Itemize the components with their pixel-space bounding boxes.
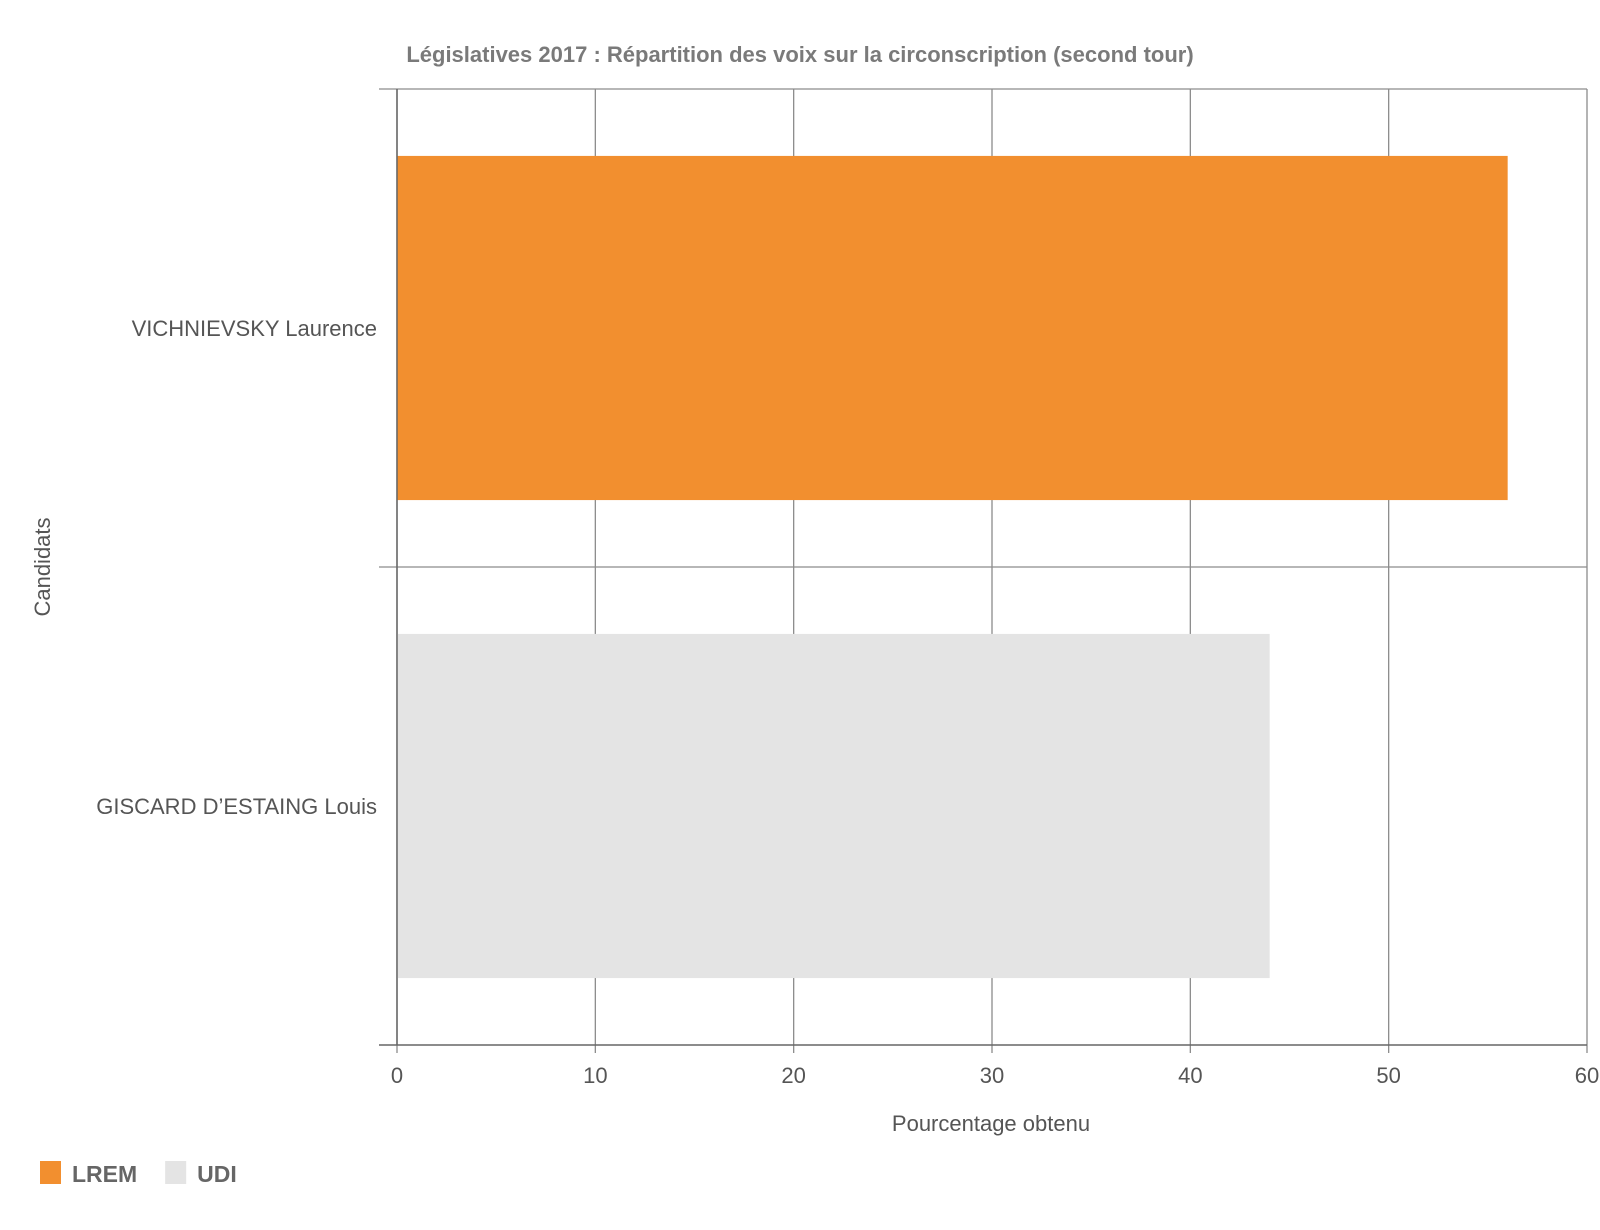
y-axis-title: Candidats	[30, 517, 55, 616]
bar	[397, 633, 1270, 979]
x-tick-label: 20	[781, 1063, 805, 1088]
legend-swatch	[40, 1161, 61, 1184]
x-tick-label: 0	[391, 1063, 403, 1088]
legend-label: UDI	[197, 1161, 237, 1187]
x-tick-label: 60	[1575, 1063, 1599, 1088]
x-tick-labels: 0 10 20 30 40 50 60	[391, 1063, 1599, 1088]
bar	[397, 155, 1508, 501]
x-axis-title: Pourcentage obtenu	[892, 1111, 1090, 1136]
x-tick-label: 50	[1376, 1063, 1400, 1088]
chart-title: Législatives 2017 : Répartition des voix…	[406, 42, 1193, 67]
legend-label: LREM	[72, 1161, 137, 1187]
legend: LREM UDI	[40, 1161, 237, 1187]
category-label: VICHNIEVSKY Laurence	[132, 316, 377, 341]
category-label: GISCARD D’ESTAING Louis	[96, 794, 377, 819]
legend-swatch	[165, 1161, 187, 1184]
x-tick-label: 10	[583, 1063, 607, 1088]
category-labels: VICHNIEVSKY Laurence GISCARD D’ESTAING Lo…	[96, 316, 377, 819]
axes	[379, 89, 1587, 1046]
x-tick-label: 40	[1178, 1063, 1202, 1088]
bars	[397, 155, 1508, 979]
x-tick-label: 30	[980, 1063, 1004, 1088]
